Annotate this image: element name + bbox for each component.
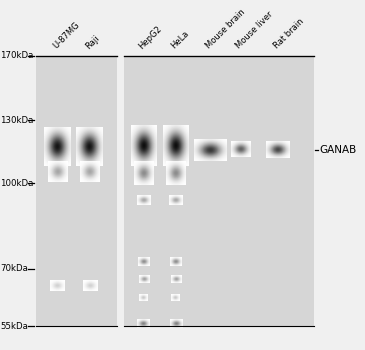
Text: 130kDa: 130kDa xyxy=(0,116,33,125)
Text: Mouse brain: Mouse brain xyxy=(204,8,246,51)
Text: Mouse liver: Mouse liver xyxy=(234,10,275,51)
Text: U-87MG: U-87MG xyxy=(51,21,81,51)
Text: 100kDa: 100kDa xyxy=(0,178,33,188)
Bar xyxy=(36,56,117,326)
Text: 170kDa: 170kDa xyxy=(0,51,33,61)
Text: Rat brain: Rat brain xyxy=(272,17,306,51)
Text: HeLa: HeLa xyxy=(169,29,191,51)
Text: GANAB: GANAB xyxy=(319,145,357,155)
Text: Raji: Raji xyxy=(83,34,101,51)
Text: 70kDa: 70kDa xyxy=(0,264,28,273)
Text: HepG2: HepG2 xyxy=(137,24,164,51)
Bar xyxy=(124,56,314,326)
Text: 55kDa: 55kDa xyxy=(0,322,28,331)
